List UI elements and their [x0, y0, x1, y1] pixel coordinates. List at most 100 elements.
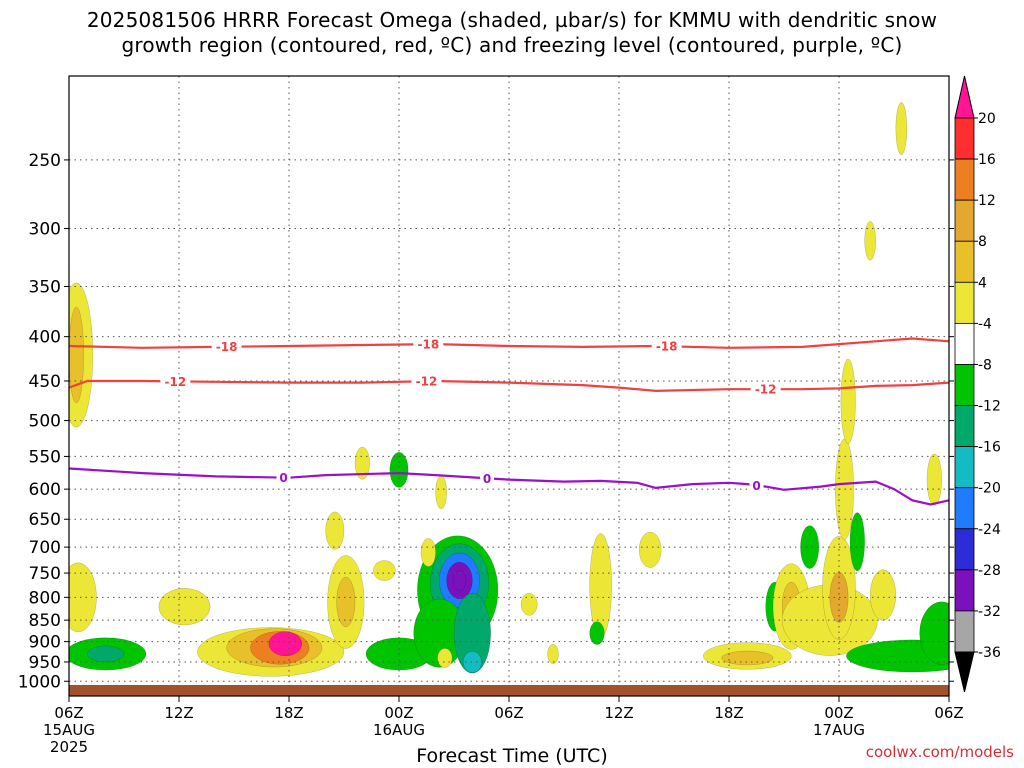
y-tick-label: 700	[29, 538, 61, 558]
y-tick-label: 900	[29, 633, 61, 653]
colorbar-label: -24	[978, 522, 1001, 538]
omega-blob	[589, 533, 612, 638]
colorbar-bin	[954, 199, 975, 242]
omega-blob	[864, 221, 876, 261]
y-tick-label: 250	[29, 151, 61, 171]
colorbar-label: -16	[978, 440, 1001, 456]
contour-label-bg	[750, 382, 781, 397]
colorbar-label: 8	[978, 234, 987, 250]
y-tick-label: 1000	[18, 672, 61, 692]
y-axis: 2503003504004505005506006507007508008509…	[18, 151, 954, 692]
colorbar-bottom-arrow	[954, 651, 975, 693]
colorbar-label: -8	[978, 357, 992, 373]
y-tick-label: 750	[29, 564, 61, 584]
omega-blob	[453, 592, 491, 674]
colorbar-label: -4	[978, 316, 992, 332]
contour-label-bg	[480, 471, 494, 486]
colorbar-bin	[954, 610, 975, 653]
y-tick-label: 350	[29, 277, 61, 297]
contour-label: -18	[656, 340, 678, 354]
y-tick-label: 450	[29, 372, 61, 392]
y-tick-label: 550	[29, 447, 61, 467]
contours: -18 -18 -18 -12 -12 -12 0 0 0	[69, 337, 949, 506]
source-watermark: coolwx.com/models	[865, 743, 1014, 761]
omega-blob	[721, 650, 774, 666]
contour-label: -12	[755, 383, 777, 397]
contour-line--12	[69, 379, 949, 393]
ground-bar	[69, 684, 949, 696]
contour-label-bg	[651, 339, 682, 354]
chart-title-line1: 2025081506 HRRR Forecast Omega (shaded, …	[86, 8, 938, 32]
contour-label: -18	[216, 340, 238, 354]
colorbar-label: -20	[978, 481, 1001, 497]
x-axis-title: Forecast Time (UTC)	[416, 745, 608, 767]
x-tick-date: 17AUG	[813, 721, 865, 739]
colorbar-bin	[954, 117, 975, 160]
colorbar-bin	[954, 364, 975, 406]
chart-title: 2025081506 HRRR Forecast Omega (shaded, …	[0, 8, 1024, 58]
x-tick-date: 15AUG	[43, 721, 95, 739]
contour-label-bg	[413, 337, 444, 352]
contour-line-0	[69, 467, 949, 506]
y-tick-label: 650	[29, 510, 61, 530]
colorbar-label: 16	[978, 152, 996, 168]
x-tick-label: 06Z	[934, 704, 963, 722]
omega-blob	[354, 446, 370, 480]
omega-blob	[895, 102, 908, 155]
omega-blob	[389, 452, 409, 488]
omega-blob	[589, 621, 605, 645]
contour-label: 0	[483, 472, 491, 486]
omega-blob	[268, 631, 303, 657]
omega-blob	[869, 569, 897, 621]
omega-blob	[437, 648, 453, 668]
omega-blob	[638, 531, 662, 568]
y-tick-label: 400	[29, 328, 61, 348]
colorbar-bin	[954, 528, 975, 571]
omega-blob	[69, 306, 84, 404]
contour-line--18	[69, 337, 949, 349]
omega-blob	[158, 588, 211, 626]
contour-label-bg	[276, 470, 291, 485]
contour-label: -12	[164, 375, 186, 389]
omega-blob	[547, 644, 559, 664]
omega-blob	[840, 358, 856, 444]
colorbar-label: 12	[978, 193, 996, 209]
y-tick-label: 500	[29, 412, 61, 432]
omega-blob	[373, 560, 396, 581]
omega-blob	[849, 512, 865, 572]
omega-blob	[435, 475, 447, 510]
x-tick-date: 16AUG	[373, 721, 425, 739]
omega-blob	[325, 511, 345, 550]
x-tick-label: 18Z	[714, 704, 743, 722]
x-tick-label: 00Z	[824, 704, 853, 722]
colorbar-label: -36	[978, 645, 1001, 661]
colorbar-bin	[954, 281, 975, 324]
chart-title-line2: growth region (contoured, red, ºC) and f…	[121, 33, 903, 57]
colorbar-label: -28	[978, 563, 1001, 579]
contour-label-bg	[211, 339, 242, 354]
omega-blob	[420, 538, 436, 567]
x-tick-label: 12Z	[604, 704, 633, 722]
y-tick-label: 850	[29, 611, 61, 631]
y-tick-label: 300	[29, 219, 61, 239]
colorbar-label: 4	[978, 275, 987, 291]
colorbar-label: 20	[978, 111, 996, 127]
colorbar-bin	[954, 240, 975, 283]
contour-label-bg	[160, 374, 191, 389]
omega-blob	[520, 592, 538, 616]
contour-label: 0	[752, 479, 760, 493]
colorbar-label: -12	[978, 399, 1001, 415]
colorbar-bin	[954, 446, 975, 489]
gridlines	[69, 76, 949, 696]
colorbar-label: -32	[978, 604, 1001, 620]
colorbar-bin	[954, 405, 975, 448]
colorbar-bin	[954, 158, 975, 201]
omega-shading	[69, 102, 949, 677]
y-tick-label: 950	[29, 653, 61, 673]
x-tick-label: 00Z	[384, 704, 413, 722]
contour-label: 0	[279, 471, 287, 485]
x-tick-label: 18Z	[274, 704, 303, 722]
colorbar-bin	[954, 322, 975, 365]
contour-label-bg	[749, 478, 764, 493]
